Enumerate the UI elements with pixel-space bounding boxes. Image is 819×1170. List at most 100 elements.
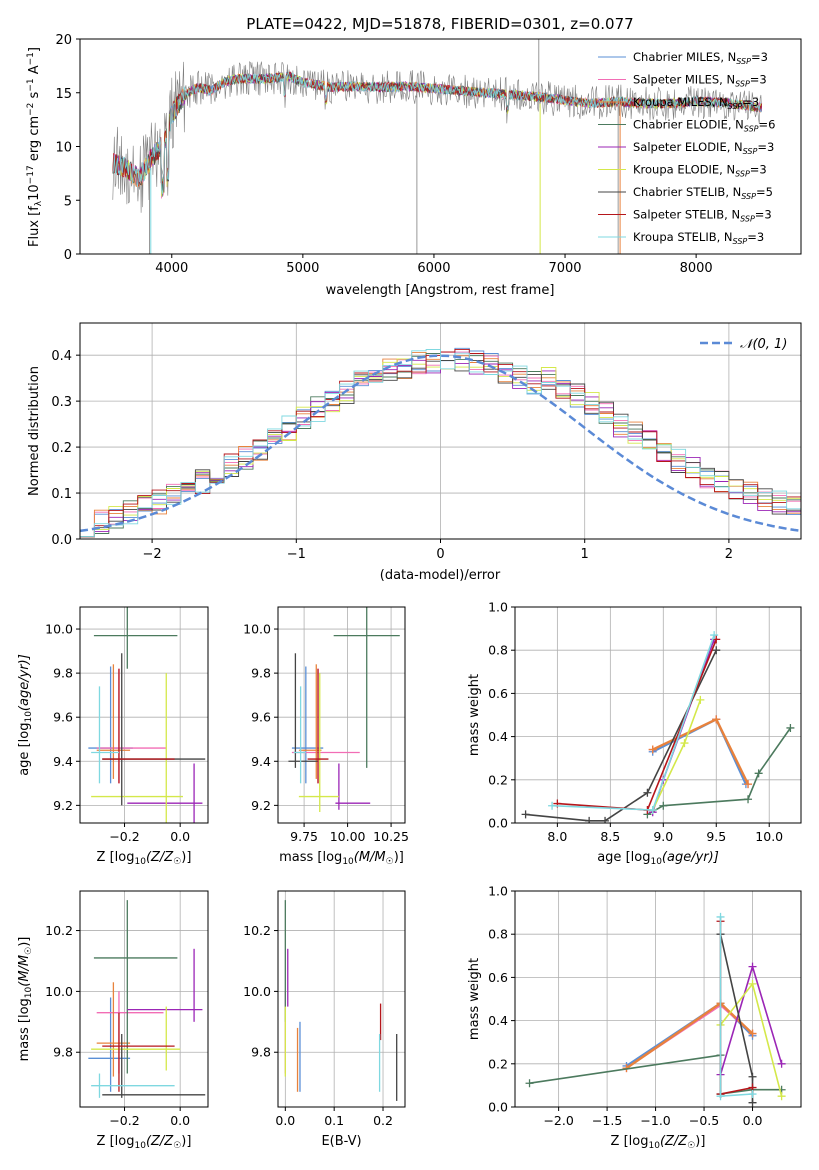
weight-marker: [548, 801, 557, 810]
xtick-label: 0.0: [170, 829, 190, 844]
ytick-label: 9.6: [251, 710, 271, 725]
legend-label-6: Kroupa ELODIE, NSSP=3: [633, 163, 767, 179]
weight-marker: [748, 979, 757, 988]
ytick-label: 0.6: [488, 970, 508, 985]
weight-marker: [744, 780, 753, 789]
weight-vs-age-panel: 8.0 8.5 9.0 9.5 10.0 0.0 0.2 0.4 0.6 0.8 1.0 age [l…: [467, 600, 802, 867]
weight-marker: [748, 962, 757, 971]
weight-marker: [648, 806, 657, 815]
xtick-label: 0.0: [275, 1113, 295, 1128]
residuals-xtick-label: 2: [725, 547, 733, 562]
xtick-label: 10.25: [373, 829, 409, 844]
weight-marker: [643, 788, 652, 797]
panel-xlabel: mass [log10(M/M☉)]: [279, 850, 404, 867]
ytick-label: 1.0: [488, 884, 508, 899]
weight-marker: [748, 1098, 757, 1107]
weight-marker: [748, 1090, 757, 1099]
age-vs-mass-panel: 9.75 10.00 10.25 9.2 9.4 9.6 9.8 10.0 mass [log1…: [243, 606, 409, 867]
ytick-label: 0.6: [488, 686, 508, 701]
weight-marker: [786, 723, 795, 732]
panel-xlabel: Z [log10(Z/Z☉)]: [97, 1134, 192, 1151]
panel-ylabel: age [log10(age/yr)]: [17, 654, 34, 776]
xtick-label: 10.0: [755, 829, 783, 844]
panel-frame: [514, 890, 802, 1108]
panel-xlabel: Z [log10(Z/Z☉)]: [611, 1134, 706, 1151]
legend-label-2: Salpeter MILES, NSSP=3: [633, 73, 767, 89]
weight-marker: [777, 1059, 786, 1068]
mass-vs-metallicity-panel: −0.2 0.0 9.8 10.0 10.2 Z [log10(Z/Z☉)] mass [l…: [17, 890, 209, 1151]
xtick-label: −2.0: [543, 1113, 573, 1128]
panel-xlabel: E(B-V): [321, 1134, 361, 1149]
ytick-label: 9.8: [53, 1045, 73, 1060]
residuals-xtick-label: 1: [581, 547, 589, 562]
spectrum-ytick-label: 10: [55, 141, 72, 156]
normal-curve: [79, 354, 802, 533]
ytick-label: 9.4: [53, 754, 73, 769]
panel-ylabel: mass weight: [467, 958, 482, 1040]
ytick-label: 9.4: [251, 754, 271, 769]
panel-grid: [515, 606, 801, 824]
ytick-label: 0.0: [488, 816, 508, 831]
xtick-label: 9.75: [290, 829, 318, 844]
weight-marker: [712, 635, 721, 644]
legend-label-8: Salpeter STELIB, NSSP=3: [633, 208, 772, 224]
panel-frame: [79, 890, 209, 1108]
weight-marker: [601, 816, 610, 823]
panel-ylabel: mass [log10(M/M☉)]: [17, 937, 34, 1062]
residuals-xlabel: (data-model)/error: [380, 568, 501, 583]
weight-marker: [648, 745, 657, 754]
weight-marker: [744, 795, 753, 804]
weight-marker: [680, 739, 689, 748]
spectrum-xtick-label: 4000: [155, 261, 188, 276]
weight-line-8: [557, 639, 718, 811]
mass-vs-extinction-panel: 0.0 0.1 0.2 9.8 10.0 10.2 E(B-V): [243, 890, 406, 1149]
spectrum-legend: Chabrier MILES, NSSP=3 Salpeter MILES, NS…: [598, 50, 775, 246]
panel-frame: [514, 606, 802, 824]
spectrum-axes: 4000 5000 6000 7000 8000 0 5 10 15 20: [55, 33, 712, 276]
panel-xlabel: age [log10(age/yr)]: [597, 850, 719, 867]
spectrum-ylabel: Flux [fλ10−17 erg cm−2 s−1 A−1]: [26, 47, 44, 247]
weight-marker: [521, 810, 530, 819]
spectrum-curves: [112, 39, 763, 254]
residuals-ytick-label: 0.3: [51, 395, 72, 410]
ytick-label: 9.8: [251, 666, 271, 681]
residuals-xtick-label: −1: [287, 547, 306, 562]
residuals-xtick-label: 0: [436, 547, 444, 562]
residuals-legend: 𝒩(0, 1): [700, 337, 787, 352]
weight-marker: [748, 1029, 757, 1038]
residuals-panel: −2 −1 0 1 2 0.0 0.1 0.2 0.3 0.4 (data-model)/erro…: [27, 322, 802, 583]
residual-histogram-9: [80, 349, 801, 538]
weight-marker: [712, 715, 721, 724]
weight-marker: [525, 1079, 534, 1088]
spectrum-xlabel: wavelength [Angstrom, rest frame]: [326, 283, 555, 298]
ytick-label: 0.4: [488, 1013, 508, 1028]
ytick-label: 10.0: [243, 984, 271, 999]
panel-data: [521, 631, 795, 823]
legend-label-1: Chabrier MILES, NSSP=3: [633, 50, 768, 66]
residuals-ytick-label: 0.0: [51, 533, 72, 548]
ytick-label: 10.2: [243, 923, 271, 938]
residuals-ytick-label: 0.2: [51, 441, 72, 456]
panel-ylabel: mass weight: [467, 674, 482, 756]
panel-grid: [278, 607, 405, 823]
panel-grid: [515, 890, 801, 1108]
weight-marker: [716, 912, 725, 921]
weight-marker: [716, 1092, 725, 1101]
ytick-label: 0.2: [488, 772, 508, 787]
spectrum-xtick-label: 7000: [548, 261, 581, 276]
xtick-label: −1.5: [592, 1113, 622, 1128]
spectrum-ytick-label: 20: [55, 33, 72, 48]
ytick-label: 9.8: [53, 666, 73, 681]
xtick-label: 0.0: [743, 1113, 763, 1128]
weight-marker: [710, 631, 719, 640]
weight-marker: [748, 1072, 757, 1081]
ytick-label: 10.0: [243, 622, 271, 637]
spectrum-xtick-label: 5000: [286, 261, 319, 276]
legend-label-7: Chabrier STELIB, NSSP=5: [633, 185, 773, 201]
residuals-ytick-label: 0.4: [51, 349, 72, 364]
weight-marker: [659, 801, 668, 810]
ytick-label: 9.2: [53, 798, 73, 813]
xtick-label: −0.2: [109, 1113, 139, 1128]
spectrum-panel: PLATE=0422, MJD=51878, FIBERID=0301, z=0…: [26, 15, 802, 298]
